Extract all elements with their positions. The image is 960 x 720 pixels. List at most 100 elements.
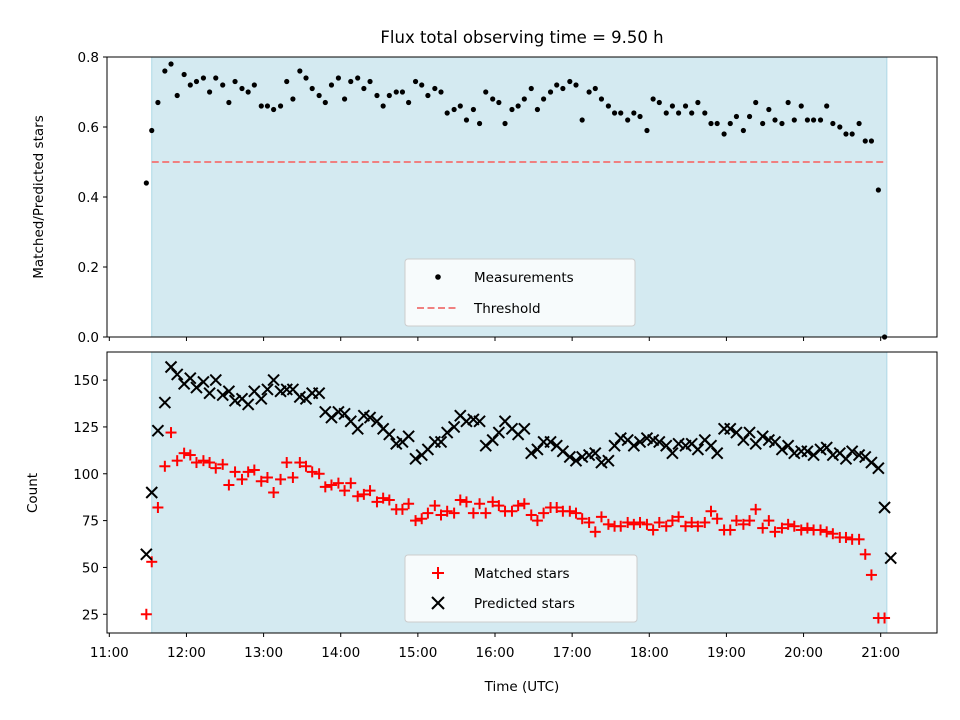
x-stroke-b — [498, 415, 512, 428]
measurement-point — [470, 106, 477, 113]
measurement-point — [509, 106, 515, 113]
x-stroke-b — [691, 443, 705, 456]
measurement-point — [193, 78, 200, 85]
measurement-point — [438, 89, 444, 95]
matched-stars-point — [795, 524, 807, 536]
measurement-point — [560, 85, 566, 92]
matched-stars-point — [364, 485, 376, 497]
x-stroke-b — [312, 387, 326, 400]
measurement-point — [515, 103, 521, 109]
matched-stars-point — [853, 533, 865, 545]
legend-predicted-label: Predicted stars — [474, 596, 575, 612]
predicted-stars-point — [241, 398, 255, 411]
matched-stars-point — [686, 516, 698, 528]
matched-stars-point — [801, 522, 813, 534]
matched-stars-point — [538, 507, 550, 519]
matched-stars-point — [859, 548, 871, 560]
matched-stars-point — [383, 494, 395, 506]
matched-stars-point — [564, 505, 576, 517]
predicted-stars-point — [569, 454, 583, 467]
matched-stars-point — [487, 496, 499, 508]
matched-stars-point — [865, 569, 877, 581]
matched-stars-point — [711, 513, 723, 525]
matched-stars-point — [287, 472, 299, 484]
matched-stars-point — [763, 515, 775, 527]
measurement-point — [355, 75, 361, 81]
matched-stars-point — [467, 507, 479, 519]
predicted-stars-point — [544, 435, 557, 449]
matched-stars-point — [692, 520, 704, 532]
matched-stars-point — [435, 509, 447, 521]
measurement-point — [496, 99, 502, 106]
measurement-point — [540, 96, 547, 102]
matched-stars-point — [410, 515, 422, 527]
measurement-point — [810, 117, 817, 123]
count-y-label: Count — [25, 473, 41, 513]
x-stroke-b — [518, 422, 531, 436]
matched-stars-point — [512, 500, 524, 512]
x-stroke-b — [235, 392, 249, 406]
measurement-point — [406, 99, 412, 106]
x-stroke-b — [762, 433, 776, 447]
measurement-point — [155, 99, 161, 106]
measurement-point — [631, 110, 637, 116]
matched-stars-point — [300, 460, 312, 472]
matched-stars-point — [647, 524, 659, 536]
predicted-stars-point — [473, 415, 486, 428]
x-stroke-b — [376, 422, 390, 436]
predicted-stars-point — [633, 435, 647, 449]
matched-stars-point — [248, 464, 260, 476]
x-stroke-b — [228, 394, 242, 407]
x-stroke-b — [672, 437, 685, 451]
x-stroke-b — [158, 396, 172, 409]
measurement-point — [425, 92, 431, 99]
measurement-point — [239, 85, 245, 92]
matched-stars-point — [815, 524, 827, 536]
measurement-point — [451, 106, 457, 113]
measurement-point — [625, 117, 631, 123]
measurement-point — [791, 117, 797, 123]
measurement-point — [849, 131, 855, 137]
x-stroke-b — [370, 415, 384, 428]
count-y-axis: 25 50 75 100 125 150 — [73, 373, 107, 623]
matched-stars-point — [229, 466, 241, 478]
matched-stars-point — [306, 466, 318, 478]
measurement-point — [521, 96, 527, 102]
x-stroke-b — [492, 426, 506, 439]
count-legend-box — [404, 554, 638, 623]
x-stroke-b — [556, 445, 570, 458]
matched-stars-point — [268, 487, 280, 498]
measurement-point — [168, 61, 174, 67]
measurement-point — [419, 82, 425, 88]
matched-stars-point — [628, 518, 640, 530]
predicted-stars-point — [228, 394, 242, 407]
matched-stars-point — [622, 516, 634, 528]
x-stroke-b — [357, 409, 371, 422]
x-stroke-b — [467, 413, 480, 426]
matched-stars-point — [345, 477, 357, 489]
matched-stars-point — [294, 457, 306, 469]
x-stroke-b — [151, 424, 165, 437]
x-stroke-b — [338, 407, 351, 421]
measurement-point — [554, 82, 560, 88]
predicted-stars-point — [884, 551, 897, 565]
x-stroke-b — [595, 456, 608, 469]
legend-measurements-marker — [435, 274, 441, 280]
measurement-point — [309, 85, 315, 92]
x-stroke-b — [646, 433, 660, 447]
measurement-point — [374, 92, 380, 99]
predicted-stars-point — [653, 435, 666, 449]
measurement-point — [689, 110, 695, 116]
matched-stars-point — [480, 507, 492, 519]
matched-stars-point — [242, 466, 254, 478]
matched-stars-point — [750, 503, 762, 515]
x-stroke-b — [820, 441, 833, 454]
matched-stars-point — [332, 477, 344, 489]
x-stroke-b — [184, 372, 197, 385]
measurement-point — [573, 82, 579, 88]
y-tick-label: 100 — [73, 467, 99, 483]
matched-stars-point — [422, 507, 434, 519]
measurement-point — [251, 82, 257, 88]
predicted-stars-point — [267, 373, 280, 387]
measurement-point — [592, 85, 598, 92]
